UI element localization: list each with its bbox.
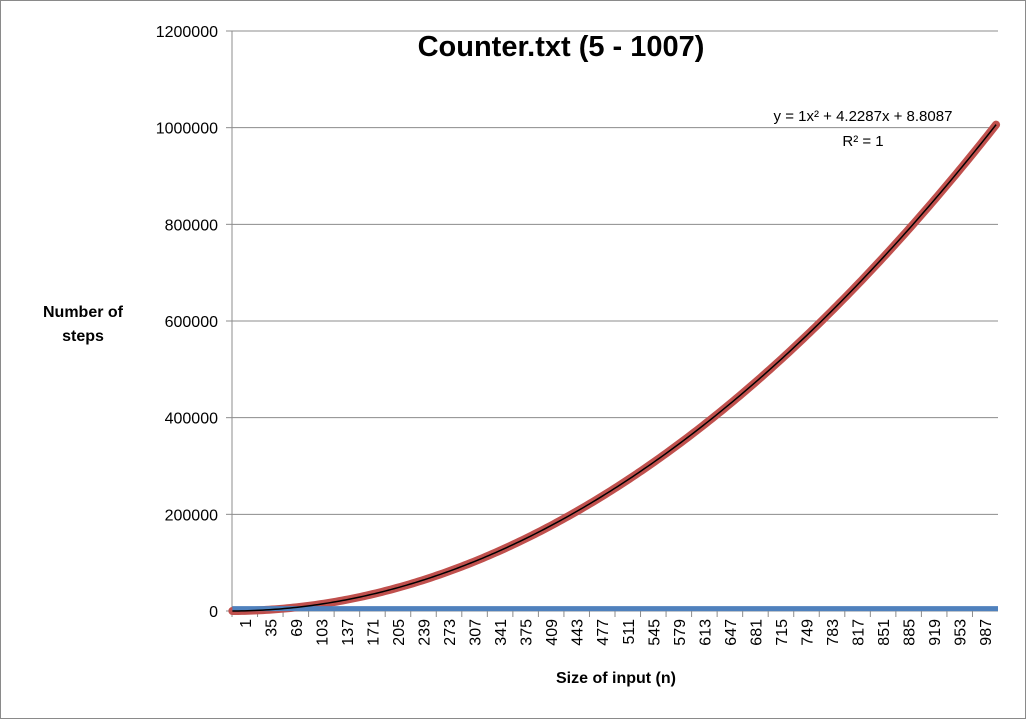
x-tick-label: 749	[800, 619, 817, 646]
x-tick-label: 69	[289, 619, 306, 637]
x-tick-label: 545	[646, 619, 663, 646]
x-tick-label: 35	[263, 619, 280, 637]
trendline	[232, 124, 997, 612]
series-group	[228, 120, 1001, 615]
x-tick-label: 341	[493, 619, 510, 646]
x-tick-label: 579	[672, 619, 689, 646]
x-tick-label: 1	[238, 619, 255, 628]
y-tick-label: 1000000	[156, 121, 218, 138]
x-tick-label: 171	[365, 619, 382, 646]
x-tick-labels: 1 35 69 103 137 171 205 239 273 307 341 375 409 443 47…	[238, 619, 995, 646]
x-tick-label: 307	[468, 619, 485, 646]
x-tick-label: 443	[570, 619, 587, 646]
series-quadratic-line	[228, 120, 1001, 615]
y-tick-label: 800000	[165, 217, 218, 234]
y-tick-label: 200000	[165, 507, 218, 524]
x-tick-label: 851	[876, 619, 893, 646]
x-tick-label: 511	[621, 619, 638, 645]
x-tick-label: 409	[544, 619, 561, 646]
x-tick-label: 375	[519, 619, 536, 646]
x-tick-label: 715	[774, 619, 791, 646]
x-tick-label: 613	[697, 619, 714, 646]
x-tick-label: 273	[442, 619, 459, 646]
x-tick-label: 477	[595, 619, 612, 646]
x-tick-label: 205	[391, 619, 408, 646]
x-tick-label: 783	[825, 619, 842, 646]
x-tick-label: 885	[902, 619, 919, 646]
x-tick-label: 137	[340, 619, 357, 646]
y-axis-title-line1: Number of	[43, 304, 124, 321]
x-tick-label: 953	[953, 619, 970, 646]
x-tick-label: 919	[927, 619, 944, 646]
y-tick-label: 400000	[165, 411, 218, 428]
y-tick-label: 600000	[165, 314, 218, 331]
y-tick-label: 1200000	[156, 24, 218, 41]
y-axis-title-line2: steps	[62, 328, 104, 345]
chart-title: Counter.txt (5 - 1007)	[418, 31, 705, 63]
trendline-equation: y = 1x² + 4.2287x + 8.8087	[774, 108, 953, 125]
x-axis-title: Size of input (n)	[556, 670, 676, 687]
x-tick-label: 817	[851, 619, 868, 646]
x-tick-label: 239	[417, 619, 434, 646]
y-tick-labels: 0 200000 400000 600000 800000 1000000 1200000	[156, 24, 218, 621]
y-tick-label: 0	[209, 604, 218, 621]
trendline-r-squared: R² = 1	[842, 133, 883, 150]
x-tick-label: 987	[978, 619, 995, 646]
x-tick-label: 681	[748, 619, 765, 646]
x-tick-label: 103	[314, 619, 331, 646]
x-tick-label: 647	[723, 619, 740, 646]
